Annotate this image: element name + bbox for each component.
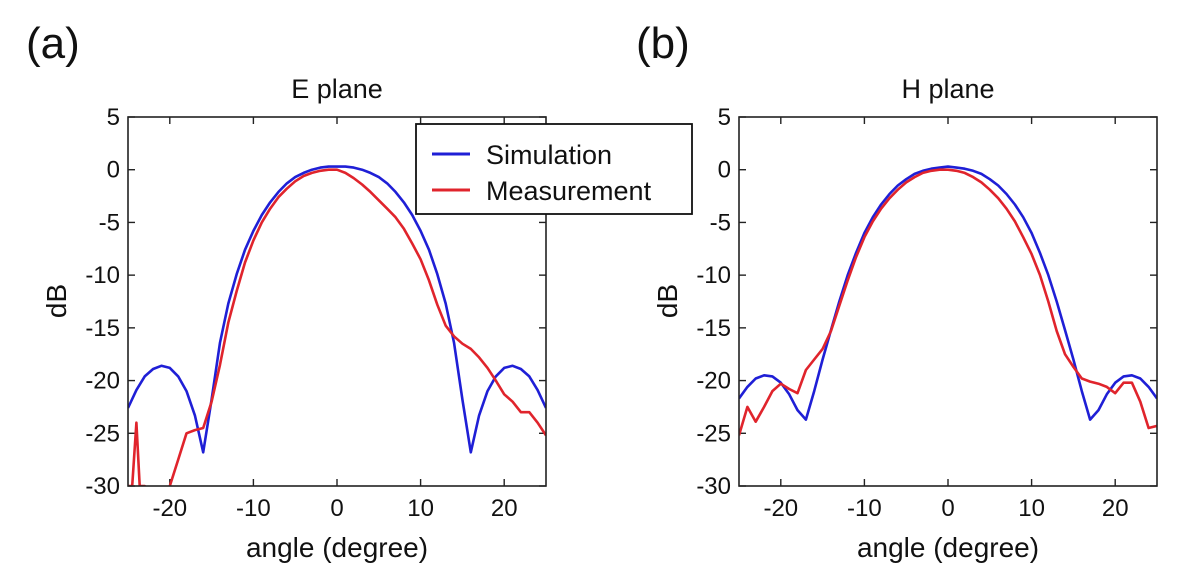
- legend-box: [415, 123, 693, 215]
- panel-b-axes-frame: [738, 116, 1158, 487]
- panel-a-xtick-label: -20: [152, 495, 187, 522]
- panel-b-ylabel: dB: [652, 284, 683, 318]
- panel-b-ytick-label: -15: [696, 315, 731, 342]
- panel-b-xtick-label: 10: [1018, 495, 1045, 522]
- legend-label-simulation: Simulation: [486, 140, 612, 170]
- panel-a-xtick-label: 10: [407, 495, 434, 522]
- panel-b-ytick-label: -5: [710, 209, 731, 236]
- legend: Simulation Measurement: [415, 123, 693, 215]
- panel-b-ticks: 5 0 -5 -10 -15 -20 -25 -30 -20 -10 0 10 20: [696, 104, 1157, 522]
- panel-a-ytick-label: 0: [107, 157, 120, 184]
- panel-b-ytick-label: 5: [718, 104, 731, 131]
- panel-b-xtick-label: 20: [1102, 495, 1129, 522]
- panel-a-ytick-label: -10: [85, 262, 120, 289]
- panel-b-title: H plane: [901, 74, 994, 104]
- panel-b-xtick-label: -20: [763, 495, 798, 522]
- panel-a-series: [128, 165, 546, 486]
- panel-a-series-simulation: [128, 165, 546, 454]
- panel-a-ytick-label: -20: [85, 368, 120, 395]
- panel-b-ytick-label: -20: [696, 368, 731, 395]
- legend-label-measurement: Measurement: [486, 176, 652, 206]
- panel-a-xlabel: angle (degree): [246, 532, 428, 563]
- panel-a-series-measurement: [128, 168, 546, 486]
- panel-b-series-measurement: [739, 168, 1157, 436]
- panel-a-ylabel: dB: [41, 284, 72, 318]
- panel-a-label: (a): [26, 19, 80, 68]
- panel-a-ytick-label: -30: [85, 473, 120, 500]
- panel-a-ticks: 5 0 -5 -10 -15 -20 -25 -30 -20 -10 0 10 20: [85, 104, 546, 522]
- panel-b-ytick-label: -10: [696, 262, 731, 289]
- panel-a-ytick-label: 5: [107, 104, 120, 131]
- panel-a-axes-frame: [127, 116, 547, 487]
- panel-a-xtick-label: 0: [330, 495, 343, 522]
- panel-b-xlabel: angle (degree): [857, 532, 1039, 563]
- panel-b-series: [739, 165, 1157, 436]
- panel-b-xtick-label: -10: [847, 495, 882, 522]
- panel-b-ytick-label: 0: [718, 157, 731, 184]
- panel-a-xtick-label: -10: [236, 495, 271, 522]
- panel-a-title: E plane: [291, 74, 383, 104]
- panel-a-ytick-label: -5: [99, 209, 120, 236]
- panel-a-ytick-label: -25: [85, 420, 120, 447]
- panel-b-ytick-label: -30: [696, 473, 731, 500]
- panel-b-ytick-label: -25: [696, 420, 731, 447]
- panel-a-xtick-label: 20: [491, 495, 518, 522]
- panel-b-xtick-label: 0: [941, 495, 954, 522]
- panel-b-series-simulation: [739, 165, 1157, 421]
- panel-a-ytick-label: -15: [85, 315, 120, 342]
- panel-b-label: (b): [636, 19, 690, 68]
